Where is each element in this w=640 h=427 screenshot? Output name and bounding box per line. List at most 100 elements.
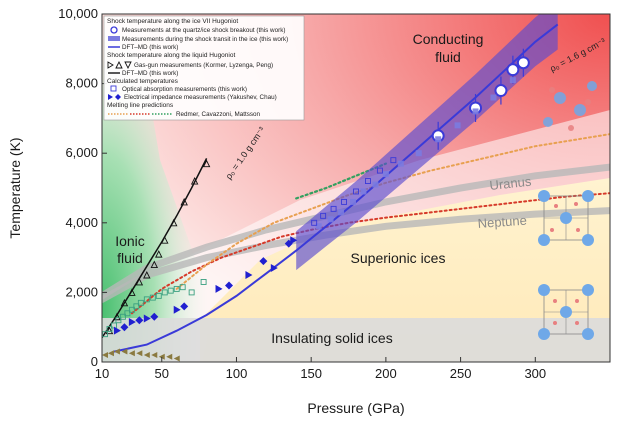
- y-tick-label-10000: 10,000: [58, 6, 98, 21]
- data-points: [102, 48, 530, 362]
- x-tick-label-50: 50: [155, 366, 169, 381]
- optical-point: [330, 205, 337, 212]
- legend-item-optical: Optical absorption measurements (this wo…: [122, 86, 247, 93]
- solid-lattice-illustration: [538, 284, 594, 340]
- x-tick-label-100: 100: [226, 366, 248, 381]
- impedance-triangle-point: [143, 314, 151, 323]
- y-tick-label-6000: 6,000: [65, 145, 98, 160]
- region-label-ionic-line1: Ionic: [115, 233, 145, 249]
- legend-header-liquid: Shock temperature along the liquid Hugon…: [107, 52, 235, 59]
- breakout-point: [506, 63, 520, 77]
- transit-point: [490, 94, 497, 101]
- axes: 10 50 100 150 200 250 300 0 2,000 4,000 6,000 8,000…: [58, 6, 546, 381]
- fluid-molecules-illustration: [543, 81, 597, 131]
- optical-point: [161, 289, 168, 296]
- legend-item-breakout: Measurements at the quartz/ice shock bre…: [122, 27, 285, 34]
- legend-item-melting: Redmer, Cavazzoni, Mattsson: [176, 111, 260, 118]
- low-temp-gasgun-point: [166, 353, 173, 360]
- optical-point: [155, 292, 162, 299]
- legend-item-dft-liquid: DFT–MD (this work): [122, 70, 178, 77]
- region-label-ionic-line2: fluid: [117, 250, 143, 266]
- transit-point: [472, 108, 479, 115]
- superionic-region: [200, 178, 610, 362]
- low-temp-gasgun-point: [128, 350, 135, 357]
- low-temp-gasgun-point: [107, 350, 114, 357]
- optical-point: [124, 310, 131, 317]
- region-label-superionic: Superionic ices: [351, 250, 446, 266]
- low-temp-gasgun-point: [113, 348, 120, 355]
- impedance-triangle-point: [128, 317, 136, 326]
- transit-point: [397, 160, 404, 167]
- superionic-lattice-illustration: [538, 190, 594, 246]
- transit-point: [327, 216, 334, 223]
- legend-marker-impedance-diamond: [115, 94, 121, 100]
- region-label-conducting-line2: fluid: [435, 49, 461, 65]
- optical-point: [143, 296, 150, 303]
- low-temp-gasgun-point: [173, 355, 180, 362]
- optical-point: [320, 212, 327, 219]
- legend: Shock temperature along the ice VII Hugo…: [103, 15, 305, 121]
- optical-point: [119, 313, 126, 320]
- gasgun-point: [113, 312, 121, 321]
- optical-point: [173, 285, 180, 292]
- optical-point: [376, 167, 383, 174]
- legend-marker-gasgun: [107, 60, 132, 70]
- transit-point: [415, 150, 422, 157]
- gasgun-point: [150, 260, 159, 269]
- impedance-diamond-point: [135, 316, 144, 325]
- impedance-triangle-point: [270, 264, 278, 273]
- gasgun-point: [143, 270, 151, 279]
- y-tick-label-0: 0: [91, 354, 98, 369]
- optical-point: [311, 219, 318, 226]
- dft-md-liquid-hugoniot: [102, 158, 208, 339]
- optical-point: [115, 317, 122, 324]
- x-tick-label-200: 200: [375, 366, 397, 381]
- optical-point: [341, 198, 347, 205]
- crystal-illustrations: [538, 81, 597, 340]
- x-tick-label-10: 10: [95, 366, 109, 381]
- gasgun-point: [190, 177, 199, 185]
- gasgun-point: [128, 288, 136, 296]
- optical-point: [167, 287, 174, 294]
- transit-point: [360, 188, 367, 195]
- plot-area: [102, 14, 610, 362]
- legend-item-transit: Measurements during the shock transit in…: [122, 36, 288, 43]
- y-tick-label-4000: 4,000: [65, 215, 98, 230]
- planet-label-uranus: Uranus: [489, 174, 533, 193]
- y-tick-label-8000: 8,000: [65, 76, 98, 91]
- impedance-triangle-point: [290, 236, 298, 245]
- optical-point: [137, 299, 144, 306]
- legend-header-melting: Melting line predictions: [107, 102, 174, 109]
- x-axis-label: Pressure (GPa): [307, 400, 404, 416]
- low-temp-gasgun-point: [121, 348, 128, 355]
- low-temp-gasgun-point: [102, 352, 108, 359]
- x-tick-label-150: 150: [300, 366, 322, 381]
- impedance-triangle-point: [215, 284, 223, 293]
- transit-point: [315, 223, 322, 230]
- impedance-diamond-point: [150, 312, 159, 321]
- y-tick-label-2000: 2,000: [65, 284, 98, 299]
- impedance-diamond-point: [120, 323, 129, 332]
- impedance-triangle-point: [173, 305, 181, 314]
- gasgun-point: [135, 277, 144, 286]
- optical-point: [390, 157, 397, 164]
- optical-point: [133, 303, 140, 310]
- impedance-diamond-point: [180, 302, 189, 311]
- impedance-triangle-point: [113, 326, 121, 335]
- gasgun-point: [105, 326, 114, 335]
- planet-label-neptune: Neptune: [477, 213, 527, 231]
- y-axis-label: Temperature (K): [7, 137, 23, 238]
- optical-point: [365, 178, 371, 184]
- optical-point: [149, 294, 156, 301]
- optical-point: [128, 306, 135, 313]
- x-tick-label-250: 250: [450, 366, 472, 381]
- transit-measurement-band: [296, 14, 558, 271]
- impedance-triangle-point: [245, 271, 253, 279]
- legend-box: [103, 15, 305, 121]
- breakout-point: [516, 56, 530, 70]
- impedance-diamond-point: [259, 257, 268, 266]
- gasgun-point: [161, 236, 169, 244]
- low-temp-gasgun-point: [143, 352, 150, 359]
